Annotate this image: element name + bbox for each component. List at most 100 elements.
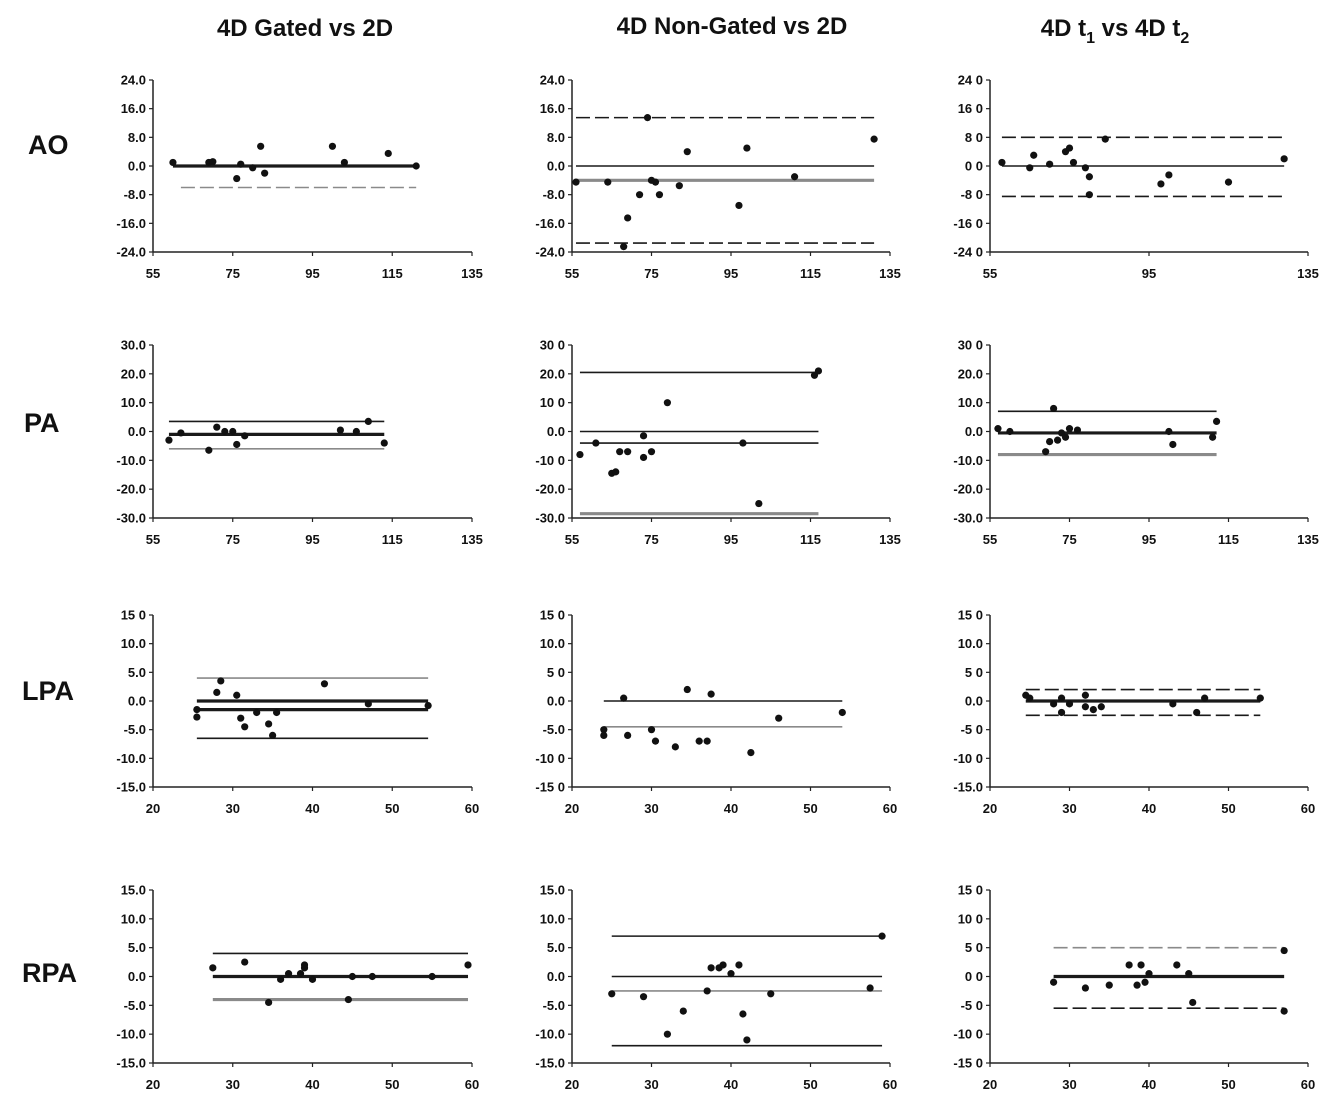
- x-tick-label: 20: [565, 1077, 579, 1092]
- data-point: [743, 144, 751, 152]
- row-label-ao: AO: [28, 130, 69, 160]
- data-point: [735, 201, 743, 210]
- y-tick-label: 8 0: [965, 130, 983, 145]
- data-point: [1105, 981, 1113, 989]
- data-point: [747, 749, 755, 757]
- panel-rpa-nongated: 15.0 10.0 5.0 0.0 -5.0 -10.0 -15.020 30 40 50 60: [535, 883, 897, 1093]
- data-point: [296, 970, 305, 978]
- data-point: [364, 700, 372, 708]
- x-tick-label: 40: [1142, 801, 1156, 816]
- y-tick-label: 0 0: [965, 969, 983, 984]
- data-point: [384, 149, 392, 158]
- data-point: [348, 972, 356, 981]
- data-point: [1280, 155, 1288, 163]
- panel-pa-gated: 30.0 20.0 10.0 0.0 -10.0 -20.0 -30.055 75 95 115 1…: [116, 338, 482, 548]
- data-point: [1061, 433, 1070, 441]
- y-tick-label: -5.0: [124, 722, 146, 737]
- y-tick-label: -30.0: [535, 511, 565, 526]
- x-tick-label: 75: [644, 532, 658, 547]
- x-tick-label: 60: [883, 801, 897, 816]
- y-tick-label: 0.0: [128, 424, 146, 439]
- x-tick-label: 20: [146, 1077, 160, 1092]
- data-point: [1193, 708, 1201, 717]
- data-point: [1101, 135, 1109, 143]
- y-tick-label: 30 0: [958, 338, 983, 353]
- y-tick-label: -20.0: [953, 482, 983, 497]
- y-tick-label: 5.0: [547, 940, 565, 955]
- data-point: [679, 1007, 687, 1015]
- y-tick-label: 10.0: [121, 636, 146, 651]
- panel-lpa-t1t2: 15 0 10.0 5 0 0.0 -5 0 -10 0 -15.020 30 40 50 60: [953, 608, 1315, 817]
- data-point: [233, 440, 241, 449]
- data-point: [624, 448, 632, 456]
- data-point: [233, 691, 241, 699]
- y-tick-label: -15 0: [953, 1056, 983, 1071]
- data-point: [1030, 151, 1038, 159]
- data-point: [1081, 703, 1089, 711]
- x-tick-label: 40: [305, 801, 319, 816]
- data-point: [364, 417, 372, 426]
- data-point: [639, 453, 648, 462]
- data-point: [1097, 703, 1105, 711]
- y-tick-label: -16.0: [535, 216, 565, 231]
- x-tick-label: 95: [1142, 532, 1156, 547]
- data-point: [340, 158, 348, 167]
- y-tick-label: 5.0: [128, 665, 146, 680]
- x-tick-label: 55: [146, 532, 160, 547]
- data-point: [1057, 708, 1066, 717]
- data-point: [209, 158, 217, 166]
- y-tick-label: -5.0: [124, 998, 146, 1013]
- y-tick-label: 15 0: [958, 608, 983, 623]
- x-tick-label: 55: [565, 532, 579, 547]
- y-tick-label: -10 0: [953, 1027, 983, 1042]
- x-tick-label: 50: [803, 1077, 817, 1092]
- x-tick-label: 115: [382, 266, 403, 281]
- data-point: [647, 448, 656, 456]
- data-point: [1169, 440, 1177, 449]
- column-heading-t1-vs-t2-part2: vs 4D t: [1095, 15, 1180, 42]
- y-tick-label: 8.0: [128, 130, 146, 145]
- data-point: [651, 178, 660, 186]
- data-point: [998, 158, 1006, 167]
- panel-rpa-gated: 15.0 10.0 5.0 0.0 -5.0 -10.0 -15.020 30 40 50 60: [116, 883, 479, 1093]
- data-point: [616, 448, 624, 456]
- column-heading-nongated: 4D Non-Gated vs 2D: [617, 13, 848, 40]
- data-point: [269, 731, 277, 740]
- data-point: [600, 731, 608, 740]
- data-point: [1057, 694, 1066, 702]
- x-tick-label: 40: [1142, 1077, 1156, 1092]
- x-tick-label: 135: [461, 532, 483, 547]
- panel-pa-t1t2: 30 0 20.0 10.0 0.0 -10.0 -20.0 -30.055 75 95 115 1…: [953, 338, 1318, 548]
- data-point: [213, 423, 221, 431]
- data-point: [1046, 437, 1054, 446]
- column-heading-t1-vs-t2-sub1: 1: [1086, 30, 1095, 47]
- data-point: [1065, 700, 1074, 708]
- panel-pa-nongated: 30 0 20.0 10 0 0.0 -10 0 -20.0 -30.055 75 95 115 1…: [535, 338, 900, 548]
- row-label-lpa: LPA: [22, 676, 74, 706]
- y-tick-label: -16 0: [953, 216, 983, 231]
- x-tick-label: 40: [305, 1077, 319, 1092]
- column-heading-t1-vs-t2: 4D t1 vs 4D t2: [1041, 15, 1190, 47]
- panel-ao-nongated: 24.0 16.0 8.0 0.0 -8.0 -16.0 -24.055 75 95 115 135: [535, 73, 900, 282]
- data-point: [1050, 700, 1058, 708]
- data-point: [620, 243, 628, 251]
- y-tick-label: 15 0: [958, 883, 983, 898]
- y-tick-label: -15.0: [116, 780, 146, 795]
- y-tick-label: 30 0: [540, 338, 565, 353]
- y-tick-label: 0.0: [547, 159, 565, 174]
- x-tick-label: 50: [385, 1077, 399, 1092]
- x-tick-label: 50: [1221, 801, 1235, 816]
- y-tick-label: 10.0: [958, 636, 983, 651]
- data-point: [1169, 700, 1177, 708]
- data-point: [703, 737, 711, 745]
- x-tick-label: 30: [226, 801, 240, 816]
- y-tick-label: -15 0: [535, 780, 565, 795]
- column-heading-gated: 4D Gated vs 2D: [217, 15, 393, 42]
- data-point: [320, 680, 329, 688]
- y-tick-label: 10.0: [540, 911, 565, 926]
- panels-group: 24.016.08.00.0-8.0-16.0-24.055 75 95 115 135…: [116, 73, 1318, 1093]
- data-point: [177, 429, 185, 437]
- y-tick-label: 16 0: [958, 101, 983, 116]
- data-point: [870, 135, 878, 143]
- x-tick-label: 75: [644, 266, 658, 281]
